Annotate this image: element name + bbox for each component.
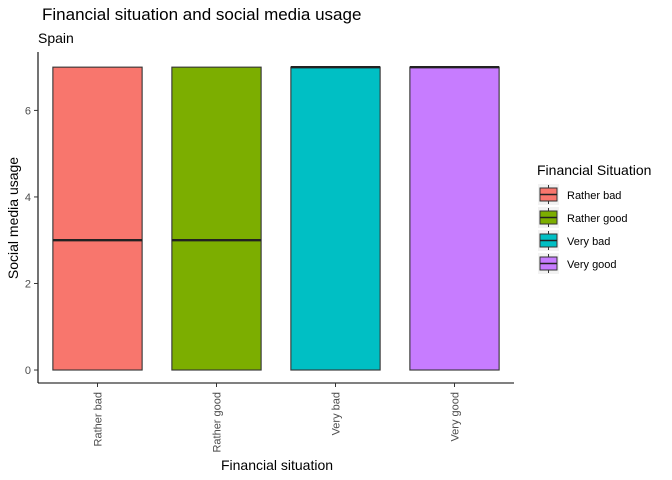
y-tick-label: 0 (25, 365, 31, 377)
chart-title: Financial situation and social media usa… (42, 5, 361, 24)
x-axis-title: Financial situation (221, 457, 333, 473)
x-tick-label: Rather good (212, 392, 224, 453)
box-very-good (409, 66, 500, 371)
plot-area: 0 2 4 6 Rather bad Rather good Very bad Very go… (25, 52, 514, 453)
box-very-bad (290, 66, 381, 371)
y-tick-label: 4 (25, 192, 31, 204)
x-tick-label: Very bad (331, 392, 343, 435)
legend-label: Very bad (567, 236, 610, 248)
y-tick-label: 6 (25, 105, 31, 117)
x-tick-label: Rather bad (93, 392, 105, 446)
box-rather-good (171, 66, 262, 371)
legend: Financial Situation Rather bad Rather goo… (537, 162, 651, 274)
legend-title: Financial Situation (537, 162, 651, 178)
y-tick-label: 2 (25, 278, 31, 290)
y-axis-title: Social media usage (5, 157, 21, 279)
x-tick-label: Very good (450, 392, 462, 442)
legend-label: Very good (567, 259, 617, 271)
box-rather-bad (52, 66, 143, 371)
legend-label: Rather bad (567, 190, 621, 202)
legend-label: Rather good (567, 213, 628, 225)
chart-subtitle: Spain (38, 30, 74, 46)
